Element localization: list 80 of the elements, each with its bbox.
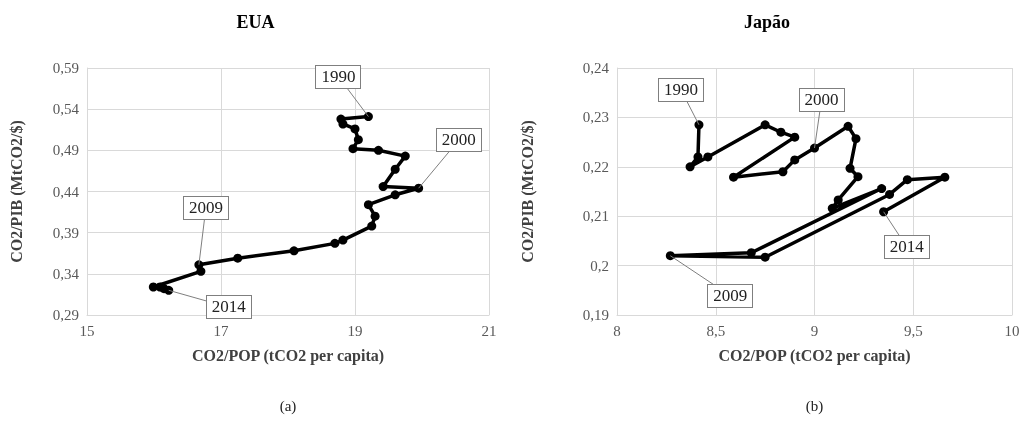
point <box>902 175 912 185</box>
point <box>790 132 800 142</box>
point <box>196 266 206 276</box>
y-tick-label: 0,24 <box>582 60 610 76</box>
y-tick-label: 0,39 <box>52 224 79 241</box>
annotation: 2000 <box>435 128 482 153</box>
x-tick-label: 19 <box>347 322 363 339</box>
chart-title: Japão <box>743 12 791 32</box>
point <box>833 195 843 205</box>
point <box>685 162 695 172</box>
point <box>776 127 786 137</box>
point <box>348 144 358 154</box>
text: (a) <box>279 398 297 415</box>
y-tick-label: 0,34 <box>52 265 80 282</box>
y-tick-label: 0,29 <box>52 307 79 323</box>
point <box>729 172 739 182</box>
point <box>338 119 348 129</box>
point <box>363 112 373 122</box>
point <box>790 155 800 165</box>
point <box>373 145 383 155</box>
point <box>350 124 360 134</box>
y-axis-title: CO2/PIB (MtCO2/$) <box>518 120 537 263</box>
point <box>378 182 388 192</box>
annotation: 2014 <box>883 234 930 259</box>
x-tick-label: 21 <box>481 322 497 339</box>
y-tick-label: 0,23 <box>582 109 609 126</box>
point <box>390 190 400 200</box>
y-tick-label: 0,59 <box>52 60 79 76</box>
point <box>853 172 863 182</box>
annotation: 1990 <box>315 64 362 89</box>
point <box>778 167 788 177</box>
point <box>370 211 380 221</box>
chart-title: EUA <box>236 12 275 32</box>
point <box>164 285 174 295</box>
point <box>760 252 770 262</box>
point <box>827 203 837 213</box>
x-tick-label: 8,5 <box>706 322 726 339</box>
point <box>843 121 853 131</box>
point <box>414 183 424 193</box>
point <box>338 235 348 245</box>
point <box>400 151 410 161</box>
point <box>851 134 861 144</box>
point <box>390 164 400 174</box>
x-tick-label: 10 <box>1004 322 1020 339</box>
point <box>845 163 855 173</box>
x-tick-label: 17 <box>213 322 229 339</box>
y-tick-label: 0,2 <box>590 257 609 274</box>
point <box>760 120 770 130</box>
point <box>233 253 243 263</box>
y-axis-title: CO2/PIB (MtCO2/$) <box>7 120 26 263</box>
x-tick-label: 9 <box>810 322 819 339</box>
point <box>363 200 373 210</box>
y-tick-label: 0,22 <box>582 158 609 175</box>
text: (b) <box>805 398 824 415</box>
point <box>693 152 703 162</box>
y-tick-label: 0,54 <box>52 101 80 118</box>
x-tick-label: 15 <box>79 322 95 339</box>
point <box>940 172 950 182</box>
point <box>367 221 377 231</box>
annotation: 2014 <box>205 295 252 320</box>
point <box>694 120 704 130</box>
point <box>879 207 889 217</box>
annotation: 2009 <box>182 195 229 220</box>
point <box>353 135 363 145</box>
point <box>289 246 299 256</box>
point <box>330 238 340 248</box>
annotation: 2009 <box>707 283 754 308</box>
annotation: 1990 <box>657 77 704 102</box>
annotation: 2000 <box>798 88 845 113</box>
y-tick-label: 0,44 <box>52 183 80 200</box>
y-tick-label: 0,19 <box>582 307 609 323</box>
point <box>703 152 713 162</box>
x-axis-title: CO2/POP (tCO2 per capita) <box>191 346 385 365</box>
x-tick-label: 9,5 <box>903 322 923 339</box>
x-axis-title: CO2/POP (tCO2 per capita) <box>718 346 911 365</box>
y-tick-label: 0,49 <box>52 142 79 159</box>
y-tick-label: 0,21 <box>582 208 609 225</box>
x-tick-label: 8 <box>613 322 621 339</box>
point <box>877 184 887 194</box>
point <box>885 189 895 199</box>
